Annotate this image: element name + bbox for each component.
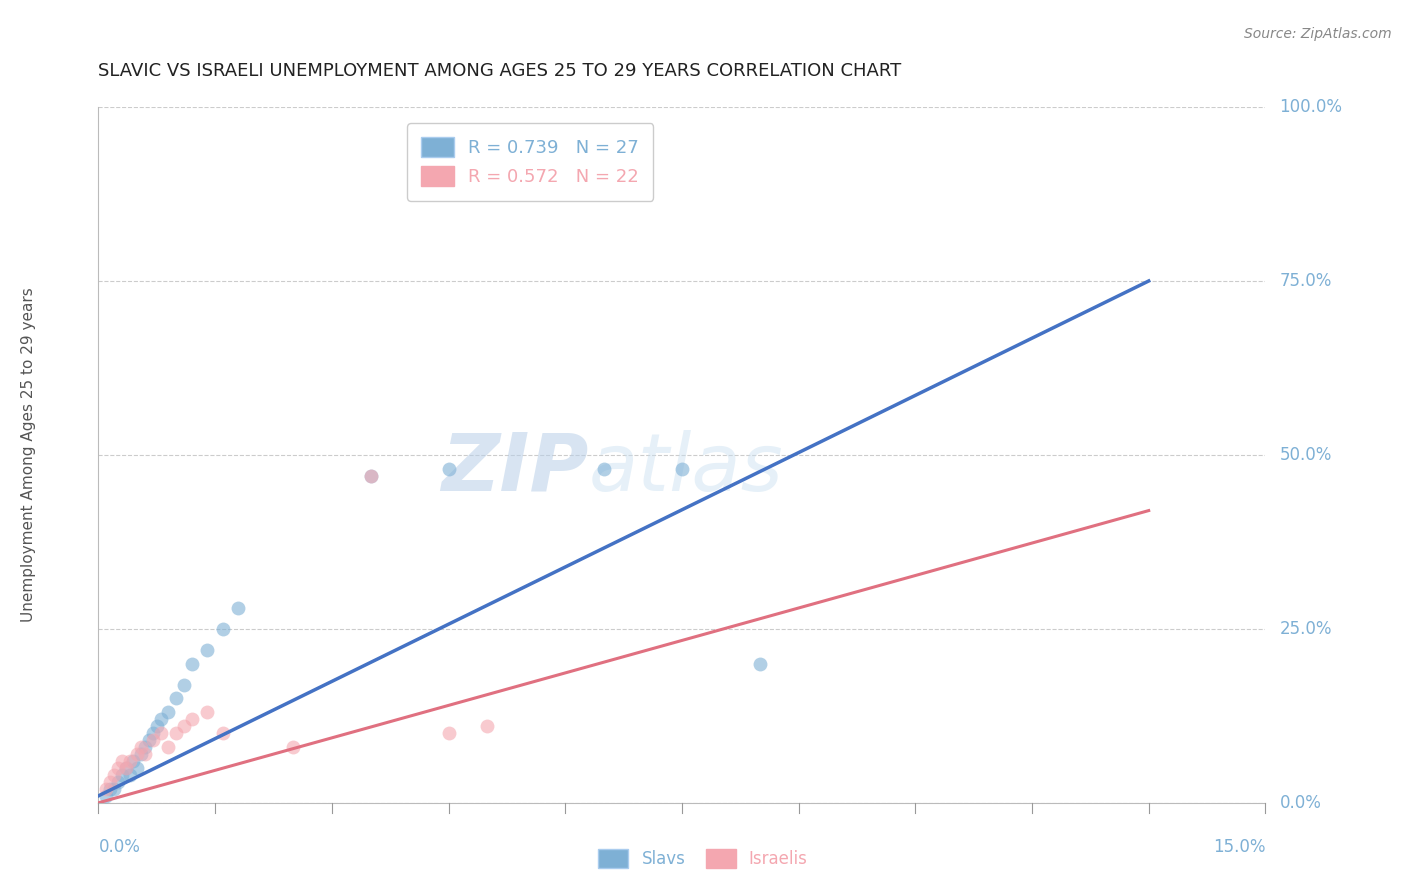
Point (360, 468, 382, 483)
Point (437, 462, 460, 476)
Point (437, 726, 460, 740)
Point (593, 462, 616, 476)
Point (748, 657, 770, 671)
Point (180, 657, 202, 671)
Text: Source: ZipAtlas.com: Source: ZipAtlas.com (1244, 27, 1392, 41)
Point (157, 706, 180, 720)
Text: 15.0%: 15.0% (1213, 838, 1265, 856)
Point (103, 781, 125, 796)
Point (195, 706, 218, 720)
Text: atlas: atlas (589, 430, 783, 508)
Point (127, 747, 149, 761)
Point (165, 691, 187, 706)
Point (96, 781, 118, 796)
Point (281, 740, 304, 755)
Point (195, 642, 218, 657)
Point (111, 768, 134, 782)
Text: 50.0%: 50.0% (1279, 446, 1331, 464)
Point (118, 768, 141, 782)
Point (142, 733, 165, 747)
Point (173, 719, 195, 733)
Point (134, 740, 156, 755)
Point (149, 712, 172, 726)
Text: 25.0%: 25.0% (1279, 620, 1331, 638)
Legend: R = 0.739   N = 27, R = 0.572   N = 22: R = 0.739 N = 27, R = 0.572 N = 22 (406, 123, 654, 201)
Point (103, 768, 125, 782)
Text: 0.0%: 0.0% (1279, 794, 1322, 812)
Point (146, 719, 169, 733)
Point (98, 775, 121, 789)
Point (138, 733, 160, 747)
Point (107, 775, 129, 789)
Text: 100.0%: 100.0% (1279, 98, 1343, 116)
Point (129, 740, 152, 755)
Text: Unemployment Among Ages 25 to 29 years: Unemployment Among Ages 25 to 29 years (21, 287, 35, 623)
Point (212, 622, 235, 636)
Point (122, 754, 145, 768)
Point (114, 761, 136, 775)
Text: SLAVIC VS ISRAELI UNEMPLOYMENT AMONG AGES 25 TO 29 YEARS CORRELATION CHART: SLAVIC VS ISRAELI UNEMPLOYMENT AMONG AGE… (98, 62, 901, 80)
Point (157, 740, 180, 755)
Point (118, 754, 141, 768)
Point (96, 789, 118, 803)
Point (228, 601, 250, 615)
Point (212, 726, 235, 740)
Point (671, 462, 693, 476)
Point (129, 747, 152, 761)
Point (127, 761, 149, 775)
Text: ZIP: ZIP (441, 430, 589, 508)
Text: 75.0%: 75.0% (1279, 272, 1331, 290)
Point (173, 677, 195, 691)
Point (107, 761, 129, 775)
Point (477, 719, 499, 733)
Point (165, 726, 187, 740)
Point (134, 747, 156, 761)
Point (114, 761, 136, 775)
Point (142, 726, 165, 740)
Text: 0.0%: 0.0% (98, 838, 141, 856)
Point (180, 712, 202, 726)
Point (360, 468, 382, 483)
Legend: Slavs, Israelis: Slavs, Israelis (592, 843, 814, 875)
Point (149, 726, 172, 740)
Point (98, 781, 121, 796)
Point (111, 754, 134, 768)
